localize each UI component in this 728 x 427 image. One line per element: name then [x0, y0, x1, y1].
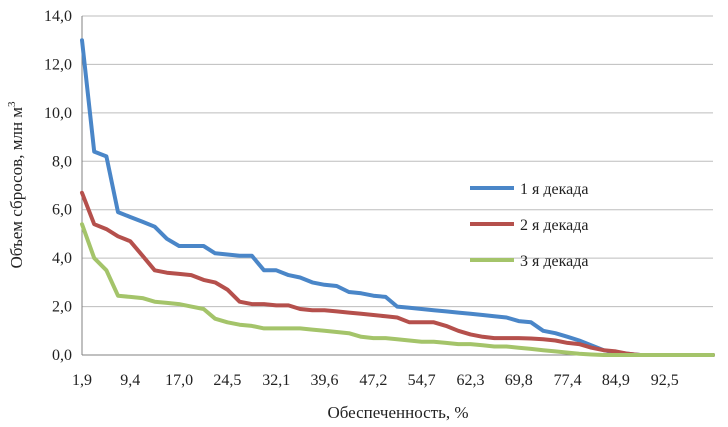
x-tick-label: 32,1	[262, 372, 290, 389]
legend: 1 я декада 2 я декада 3 я декада	[470, 181, 588, 270]
y-tick-label: 4,0	[52, 250, 72, 267]
x-axis-title: Обеспеченность, %	[327, 403, 468, 422]
x-tick-label: 47,2	[359, 372, 387, 389]
y-axis-title-text: Объем сбросов, млн м	[7, 107, 26, 269]
y-axis-title: Объем сбросов, млн м3	[6, 101, 26, 269]
x-tick-label: 39,6	[310, 372, 338, 389]
y-tick-label: 12,0	[44, 56, 72, 73]
y-tick-label: 10,0	[44, 105, 72, 122]
legend-label-series-1: 1 я декада	[520, 181, 588, 198]
x-tick-labels: 1,9 9,4 17,0 24,5 32,1 39,6 47,2 54,7 62,3 69,8 77…	[72, 372, 679, 389]
x-tick-label: 17,0	[165, 372, 193, 389]
series-line-3	[80, 222, 715, 357]
x-tick-label: 1,9	[72, 372, 92, 389]
y-tick-label: 8,0	[52, 153, 72, 170]
y-tick-labels: 0,0 2,0 4,0 6,0 8,0 10,0 12,0 14,0	[44, 8, 72, 364]
x-tick-label: 9,4	[120, 372, 140, 389]
series-line-2	[80, 190, 715, 357]
y-tick-label: 6,0	[52, 202, 72, 219]
y-tick-label: 2,0	[52, 299, 72, 316]
x-tick-label: 62,3	[457, 372, 485, 389]
series-lines	[80, 38, 715, 357]
x-tick-label: 24,5	[213, 372, 241, 389]
legend-item: 1 я декада	[470, 181, 588, 198]
x-tick-label: 84,9	[602, 372, 630, 389]
x-tick-label: 69,8	[505, 372, 533, 389]
legend-label-series-2: 2 я декада	[520, 217, 588, 234]
legend-item: 3 я декада	[470, 253, 588, 270]
x-tick-label: 92,5	[651, 372, 679, 389]
x-tick-label: 54,7	[408, 372, 436, 389]
y-tick-label: 14,0	[44, 8, 72, 25]
series-line-1	[80, 38, 715, 357]
legend-item: 2 я декада	[470, 217, 588, 234]
y-tick-label: 0,0	[52, 347, 72, 364]
x-tick-label: 77,4	[554, 372, 582, 389]
y-axis-title-superscript: 3	[6, 101, 18, 107]
legend-label-series-3: 3 я декада	[520, 253, 588, 270]
